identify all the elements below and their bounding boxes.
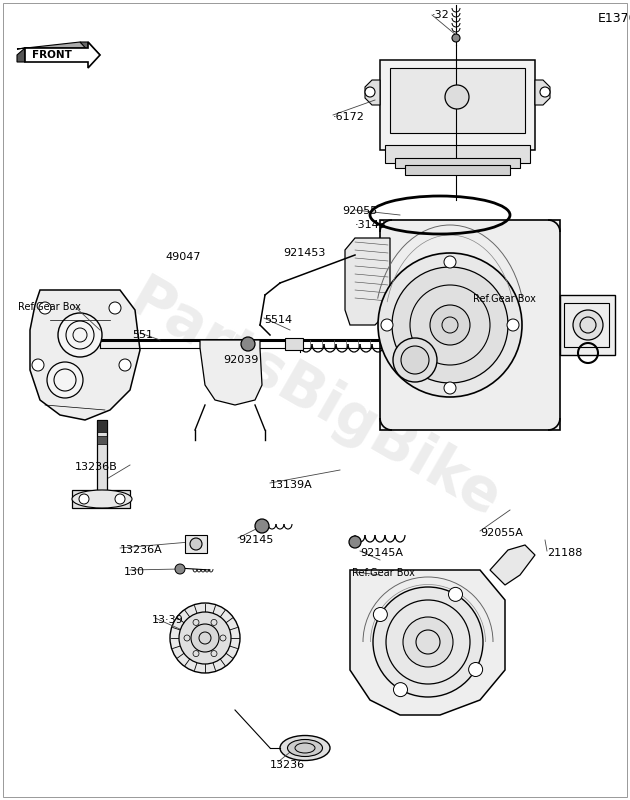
Circle shape [191, 624, 219, 652]
Text: ·6172: ·6172 [333, 112, 365, 122]
Text: 13139A: 13139A [270, 480, 312, 490]
Circle shape [378, 253, 522, 397]
Circle shape [373, 587, 483, 697]
Circle shape [452, 34, 460, 42]
Text: 92055: 92055 [342, 206, 377, 216]
Text: 13236B: 13236B [75, 462, 118, 472]
Bar [564, 303, 609, 347]
Circle shape [403, 617, 453, 667]
Circle shape [444, 382, 456, 394]
Text: ·32: ·32 [432, 10, 450, 20]
Circle shape [170, 603, 240, 673]
Polygon shape [345, 238, 390, 325]
Text: 551: 551 [132, 330, 153, 340]
Circle shape [39, 302, 51, 314]
Circle shape [32, 359, 44, 371]
Circle shape [507, 319, 519, 331]
Polygon shape [17, 42, 88, 49]
Circle shape [349, 536, 361, 548]
Circle shape [79, 494, 89, 504]
Text: 92145: 92145 [238, 535, 273, 545]
Text: 21188: 21188 [547, 548, 582, 558]
Bar [97, 436, 107, 444]
Text: 13236A: 13236A [120, 545, 163, 555]
Circle shape [119, 359, 131, 371]
Ellipse shape [287, 739, 323, 757]
Circle shape [115, 494, 125, 504]
Bar [560, 295, 615, 355]
Polygon shape [200, 340, 262, 405]
Text: Ref.Gear Box: Ref.Gear Box [473, 294, 536, 304]
Circle shape [47, 362, 83, 398]
Polygon shape [350, 570, 505, 715]
Text: Ref.Gear Box: Ref.Gear Box [352, 568, 415, 578]
Circle shape [241, 337, 255, 351]
Polygon shape [30, 290, 140, 420]
Circle shape [430, 305, 470, 345]
Polygon shape [25, 42, 100, 68]
Polygon shape [535, 80, 550, 105]
Bar [97, 420, 107, 490]
Circle shape [179, 612, 231, 664]
Circle shape [190, 538, 202, 550]
Bar [380, 220, 560, 430]
Text: 92039: 92039 [223, 355, 258, 365]
Text: 13·39: 13·39 [152, 615, 184, 625]
Ellipse shape [72, 490, 132, 508]
Bar [395, 158, 520, 168]
Circle shape [401, 346, 429, 374]
Bar [405, 165, 510, 175]
Text: 13236: 13236 [270, 760, 305, 770]
Bar [380, 60, 535, 150]
Text: FRONT: FRONT [32, 50, 72, 60]
Circle shape [449, 587, 462, 602]
Text: 5514: 5514 [264, 315, 292, 325]
Text: ·3143: ·3143 [355, 220, 387, 230]
Circle shape [444, 256, 456, 268]
Polygon shape [72, 490, 130, 508]
Text: E1370: E1370 [598, 12, 630, 25]
Text: Ref.Gear Box: Ref.Gear Box [18, 302, 81, 312]
Circle shape [381, 319, 393, 331]
Text: 92055A: 92055A [480, 528, 523, 538]
Text: 92145A: 92145A [360, 548, 403, 558]
Circle shape [469, 662, 483, 677]
Circle shape [365, 87, 375, 97]
Bar [385, 145, 530, 163]
Circle shape [175, 564, 185, 574]
Text: 49047: 49047 [165, 252, 200, 262]
Circle shape [573, 310, 603, 340]
Text: PartsBigBike: PartsBigBike [119, 270, 511, 530]
Circle shape [540, 87, 550, 97]
Polygon shape [365, 80, 380, 105]
Circle shape [255, 519, 269, 533]
Bar [97, 420, 107, 432]
Text: 921453: 921453 [283, 248, 325, 258]
Text: 130: 130 [124, 567, 145, 577]
Circle shape [393, 338, 437, 382]
Circle shape [394, 682, 408, 697]
Circle shape [58, 313, 102, 357]
Circle shape [109, 302, 121, 314]
Bar [285, 338, 303, 350]
Polygon shape [17, 48, 25, 62]
Circle shape [392, 267, 508, 383]
Circle shape [374, 607, 387, 622]
Bar [185, 535, 207, 553]
Bar [390, 68, 525, 133]
Polygon shape [490, 545, 535, 585]
Polygon shape [80, 42, 100, 55]
Circle shape [445, 85, 469, 109]
Ellipse shape [280, 735, 330, 761]
